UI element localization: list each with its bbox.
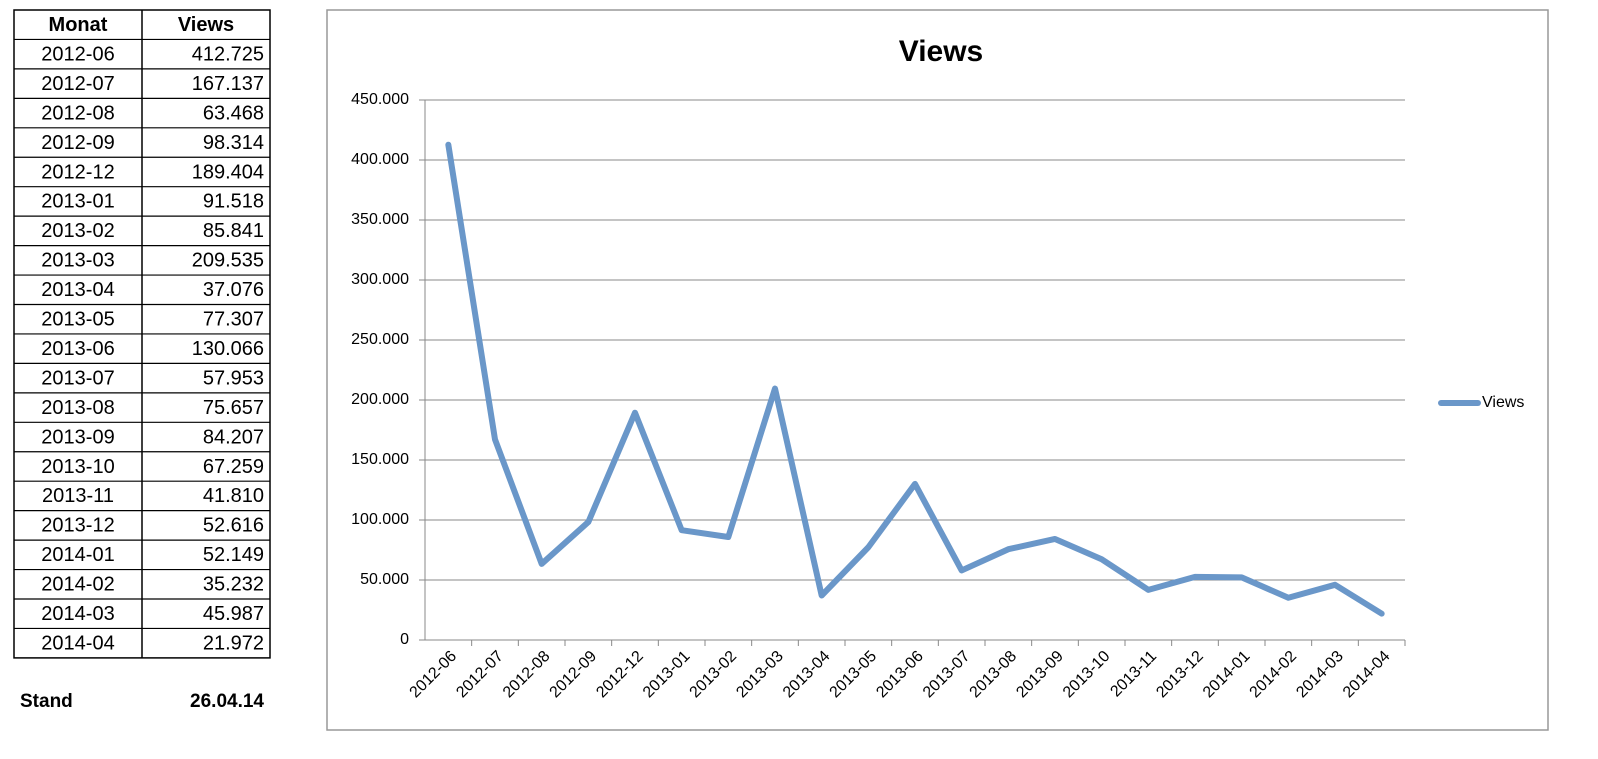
table-month: 2014-01 <box>41 544 114 566</box>
y-tick-label: 50.000 <box>360 571 409 588</box>
y-tick-label: 300.000 <box>351 271 409 288</box>
table-month: 2013-12 <box>41 515 114 537</box>
y-tick-label: 100.000 <box>351 511 409 528</box>
table-views: 37.076 <box>203 279 264 301</box>
table-month: 2013-11 <box>42 485 114 507</box>
y-tick-label: 150.000 <box>351 451 409 468</box>
table-views: 67.259 <box>203 456 264 478</box>
table-views: 35.232 <box>203 574 264 596</box>
table-views: 91.518 <box>203 191 264 213</box>
table-views: 98.314 <box>203 132 264 154</box>
y-tick-label: 0 <box>400 631 409 648</box>
table-header: Views <box>178 14 234 36</box>
table-views: 52.149 <box>203 544 264 566</box>
table-month: 2012-07 <box>41 73 114 95</box>
table-month: 2012-09 <box>41 132 114 154</box>
table-header: Monat <box>49 14 108 36</box>
table-views: 52.616 <box>203 515 264 537</box>
table-month: 2014-03 <box>41 603 114 625</box>
y-tick-label: 250.000 <box>351 331 409 348</box>
table-views: 41.810 <box>203 485 264 507</box>
chart-title: Views <box>899 35 984 68</box>
table-month: 2013-09 <box>41 426 114 448</box>
table-views: 167.137 <box>192 73 264 95</box>
footer-label: Stand <box>20 691 73 712</box>
table-month: 2012-08 <box>41 102 114 124</box>
table-month: 2013-07 <box>41 367 114 389</box>
table-month: 2013-01 <box>41 191 114 213</box>
table-month: 2013-06 <box>41 338 114 360</box>
y-tick-label: 400.000 <box>351 151 409 168</box>
table-month: 2012-06 <box>41 43 114 65</box>
table-month: 2013-05 <box>41 309 114 331</box>
table-month: 2012-12 <box>41 161 114 183</box>
series-line <box>445 141 1385 617</box>
table-views: 85.841 <box>203 220 264 242</box>
table-views: 84.207 <box>203 426 264 448</box>
table-month: 2013-08 <box>41 397 114 419</box>
table-month: 2013-04 <box>41 279 114 301</box>
table-month: 2013-02 <box>41 220 114 242</box>
table-month: 2013-10 <box>41 456 114 478</box>
table-views: 209.535 <box>192 250 264 272</box>
table-month: 2014-02 <box>41 574 114 596</box>
table-views: 75.657 <box>203 397 264 419</box>
y-tick-label: 200.000 <box>351 391 409 408</box>
table-views: 57.953 <box>203 367 264 389</box>
chart-frame <box>326 9 1549 731</box>
table-views: 77.307 <box>203 309 264 331</box>
legend-label: Views <box>1482 394 1524 411</box>
table-views: 21.972 <box>203 632 264 654</box>
table-month: 2013-03 <box>41 250 114 272</box>
table-views: 130.066 <box>192 338 264 360</box>
y-tick-label: 450.000 <box>351 91 409 108</box>
footer-date: 26.04.14 <box>190 691 264 712</box>
table-views: 63.468 <box>203 102 264 124</box>
y-tick-label: 350.000 <box>351 211 409 228</box>
table-views: 412.725 <box>192 43 264 65</box>
table-views: 45.987 <box>203 603 264 625</box>
table-month: 2014-04 <box>41 632 114 654</box>
table-views: 189.404 <box>192 161 264 183</box>
